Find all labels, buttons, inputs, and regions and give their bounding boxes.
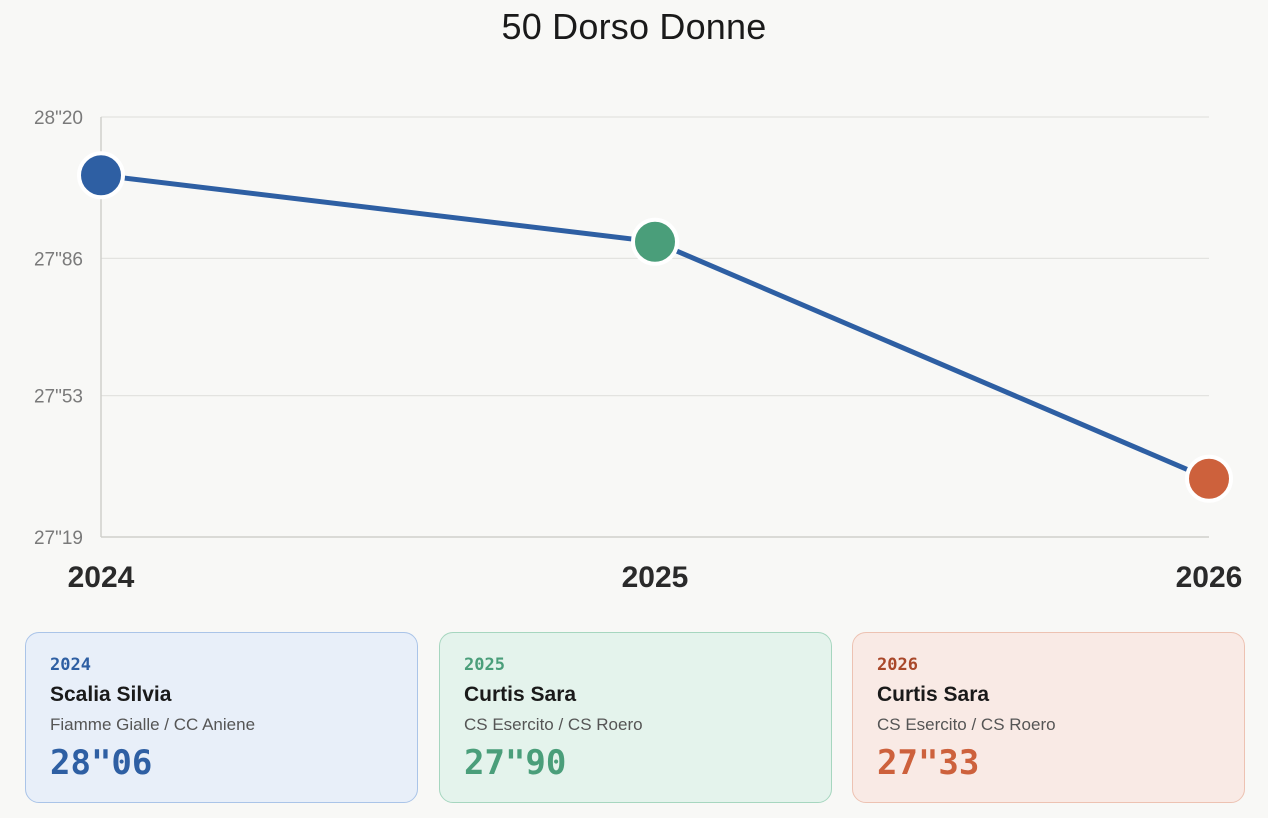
x-tick-label: 2025 (622, 561, 689, 594)
x-tick-labels: 2024 2025 2026 (68, 561, 1243, 594)
card-year: 2024 (50, 655, 91, 675)
axes (100, 117, 1209, 538)
y-tick-label: 28"20 (34, 108, 83, 129)
y-tick-labels: 27"19 27"53 27"86 28"20 (34, 108, 83, 549)
card-2025: 2025 Curtis Sara CS Esercito / CS Roero … (439, 632, 832, 803)
card-time: 27"90 (464, 743, 567, 783)
card-team: CS Esercito / CS Roero (877, 715, 1056, 734)
card-athlete-name: Curtis Sara (877, 683, 990, 706)
card-2024: 2024 Scalia Silvia Fiamme Gialle / CC An… (25, 632, 418, 803)
y-tick-label: 27"19 (34, 528, 83, 549)
chart-title: 50 Dorso Donne (501, 6, 767, 47)
card-year: 2025 (464, 655, 505, 675)
winner-cards: 2024 Scalia Silvia Fiamme Gialle / CC An… (25, 632, 1247, 804)
card-time: 28"06 (50, 743, 153, 783)
line-chart: 27"19 27"53 27"86 28"20 2024 2025 2026 (34, 108, 1243, 594)
card-athlete-name: Scalia Silvia (50, 683, 172, 706)
card-team: CS Esercito / CS Roero (464, 715, 643, 734)
card-team: Fiamme Gialle / CC Aniene (50, 715, 256, 734)
card-2026: 2026 Curtis Sara CS Esercito / CS Roero … (852, 632, 1245, 803)
y-tick-label: 27"86 (34, 249, 83, 270)
data-point (631, 217, 679, 266)
x-tick-label: 2026 (1176, 561, 1243, 594)
x-tick-label: 2024 (68, 561, 135, 594)
y-tick-label: 27"53 (34, 387, 83, 408)
data-points (77, 151, 1233, 503)
data-point (1185, 454, 1233, 503)
card-athlete-name: Curtis Sara (464, 683, 577, 706)
card-time: 27"33 (877, 743, 980, 783)
data-point (77, 151, 125, 200)
card-year: 2026 (877, 655, 918, 675)
